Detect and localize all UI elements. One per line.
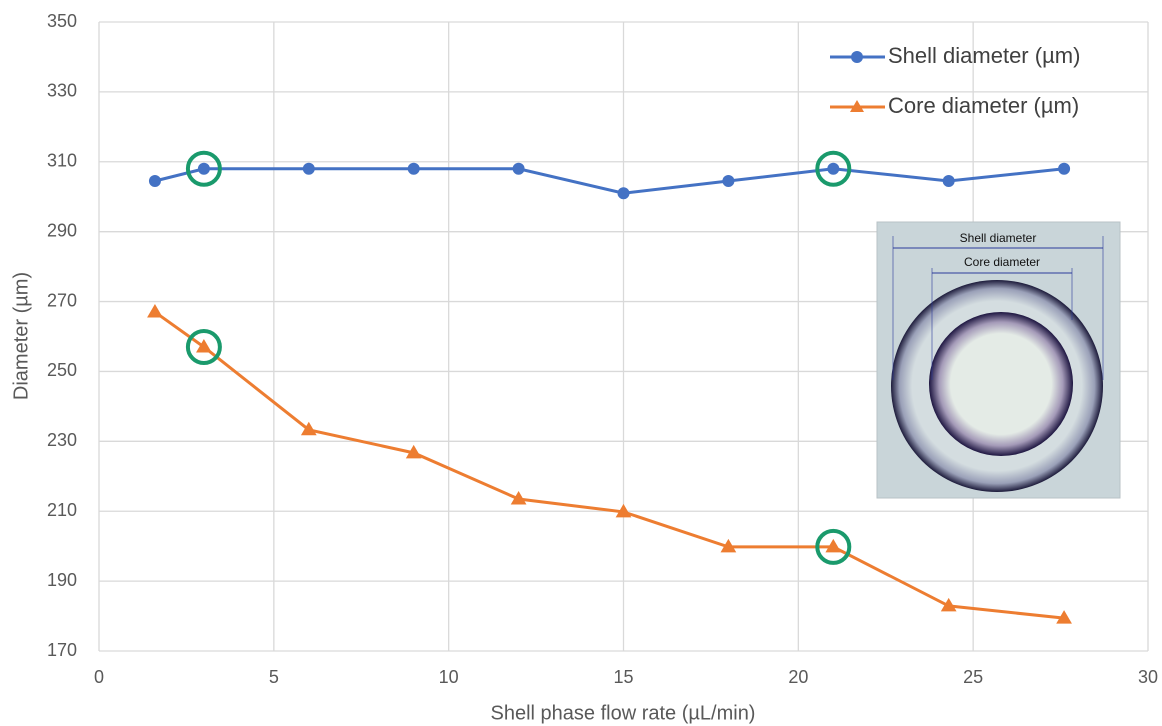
x-tick-label: 10 xyxy=(439,667,459,687)
x-tick-label: 20 xyxy=(788,667,808,687)
data-point xyxy=(303,163,315,175)
y-tick-label: 170 xyxy=(47,640,77,660)
y-tick-label: 310 xyxy=(47,151,77,171)
legend-label: Shell diameter (µm) xyxy=(888,43,1080,68)
x-tick-label: 25 xyxy=(963,667,983,687)
y-tick-label: 330 xyxy=(47,81,77,101)
data-point xyxy=(943,175,955,187)
data-point xyxy=(198,163,210,175)
y-tick-label: 350 xyxy=(47,11,77,31)
inset-label: Shell diameter xyxy=(960,231,1037,245)
core-circle xyxy=(929,312,1073,456)
x-tick-label: 0 xyxy=(94,667,104,687)
data-point xyxy=(827,163,839,175)
y-tick-label: 210 xyxy=(47,500,77,520)
y-tick-label: 190 xyxy=(47,570,77,590)
data-point xyxy=(513,163,525,175)
data-point xyxy=(618,187,630,199)
chart: 170 190 210 230 250 270 290 310 330 350 0 5 10 15 20 25… xyxy=(0,0,1162,726)
data-point xyxy=(148,305,162,317)
legend-label: Core diameter (µm) xyxy=(888,93,1079,118)
data-point xyxy=(722,175,734,187)
x-tick-label: 5 xyxy=(269,667,279,687)
data-point xyxy=(408,163,420,175)
y-axis-title: Diameter (µm) xyxy=(10,272,32,400)
x-axis-title: Shell phase flow rate (µL/min) xyxy=(491,702,756,724)
inset-image: Shell diameter Core diameter xyxy=(877,222,1120,498)
data-point xyxy=(149,175,161,187)
y-tick-label: 230 xyxy=(47,430,77,450)
x-tick-label: 30 xyxy=(1138,667,1158,687)
legend-marker xyxy=(851,51,863,63)
x-tick-label: 15 xyxy=(613,667,633,687)
series-line xyxy=(155,169,1064,193)
y-tick-label: 290 xyxy=(47,220,77,240)
inset-label: Core diameter xyxy=(964,255,1040,269)
data-point xyxy=(1058,163,1070,175)
y-tick-label: 250 xyxy=(47,360,77,380)
y-tick-label: 270 xyxy=(47,290,77,310)
